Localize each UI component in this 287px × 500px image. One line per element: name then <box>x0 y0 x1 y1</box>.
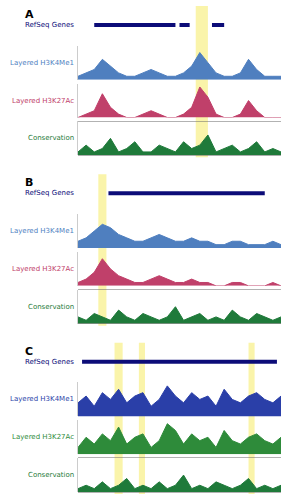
svg-text:Layered H3K4Me1: Layered H3K4Me1 <box>10 59 74 67</box>
svg-text:C: C <box>25 345 33 358</box>
svg-text:B: B <box>25 176 33 189</box>
svg-text:Conservation: Conservation <box>28 134 74 142</box>
svg-text:Layered H3K4Me1: Layered H3K4Me1 <box>10 227 74 235</box>
svg-text:RefSeq Genes: RefSeq Genes <box>25 21 74 29</box>
svg-text:Layered H3K27Ac: Layered H3K27Ac <box>12 265 74 273</box>
svg-text:Conservation: Conservation <box>28 471 74 479</box>
svg-text:RefSeq Genes: RefSeq Genes <box>25 358 74 366</box>
svg-text:RefSeq Genes: RefSeq Genes <box>25 189 74 197</box>
svg-text:Layered H3K27Ac: Layered H3K27Ac <box>12 97 74 105</box>
svg-text:A: A <box>25 8 34 21</box>
svg-text:Conservation: Conservation <box>28 303 74 311</box>
svg-text:Layered H3K4Me1: Layered H3K4Me1 <box>10 395 74 403</box>
svg-text:Layered H3K27Ac: Layered H3K27Ac <box>12 433 74 441</box>
